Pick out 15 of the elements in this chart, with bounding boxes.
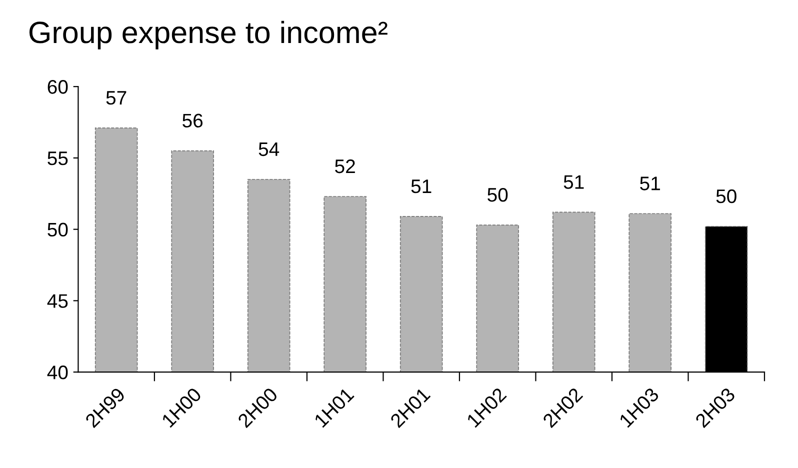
data-label: 51 (564, 175, 584, 189)
data-label: 56 (182, 114, 203, 128)
data-label: 52 (335, 159, 355, 174)
chart-title: Group expense to income² (29, 20, 388, 50)
data-label: 51 (640, 176, 660, 190)
y-tick-label: 60 (48, 80, 68, 94)
data-label: 51 (411, 180, 432, 194)
data-label: 57 (106, 91, 126, 105)
data-label: 54 (258, 142, 280, 156)
data-label: 50 (488, 188, 508, 202)
y-tick-label: 40 (47, 366, 68, 380)
y-tick-label: 50 (48, 222, 68, 237)
y-tick-label: 45 (47, 294, 68, 308)
y-tick-label: 55 (48, 152, 68, 166)
data-label: 50 (716, 189, 736, 204)
